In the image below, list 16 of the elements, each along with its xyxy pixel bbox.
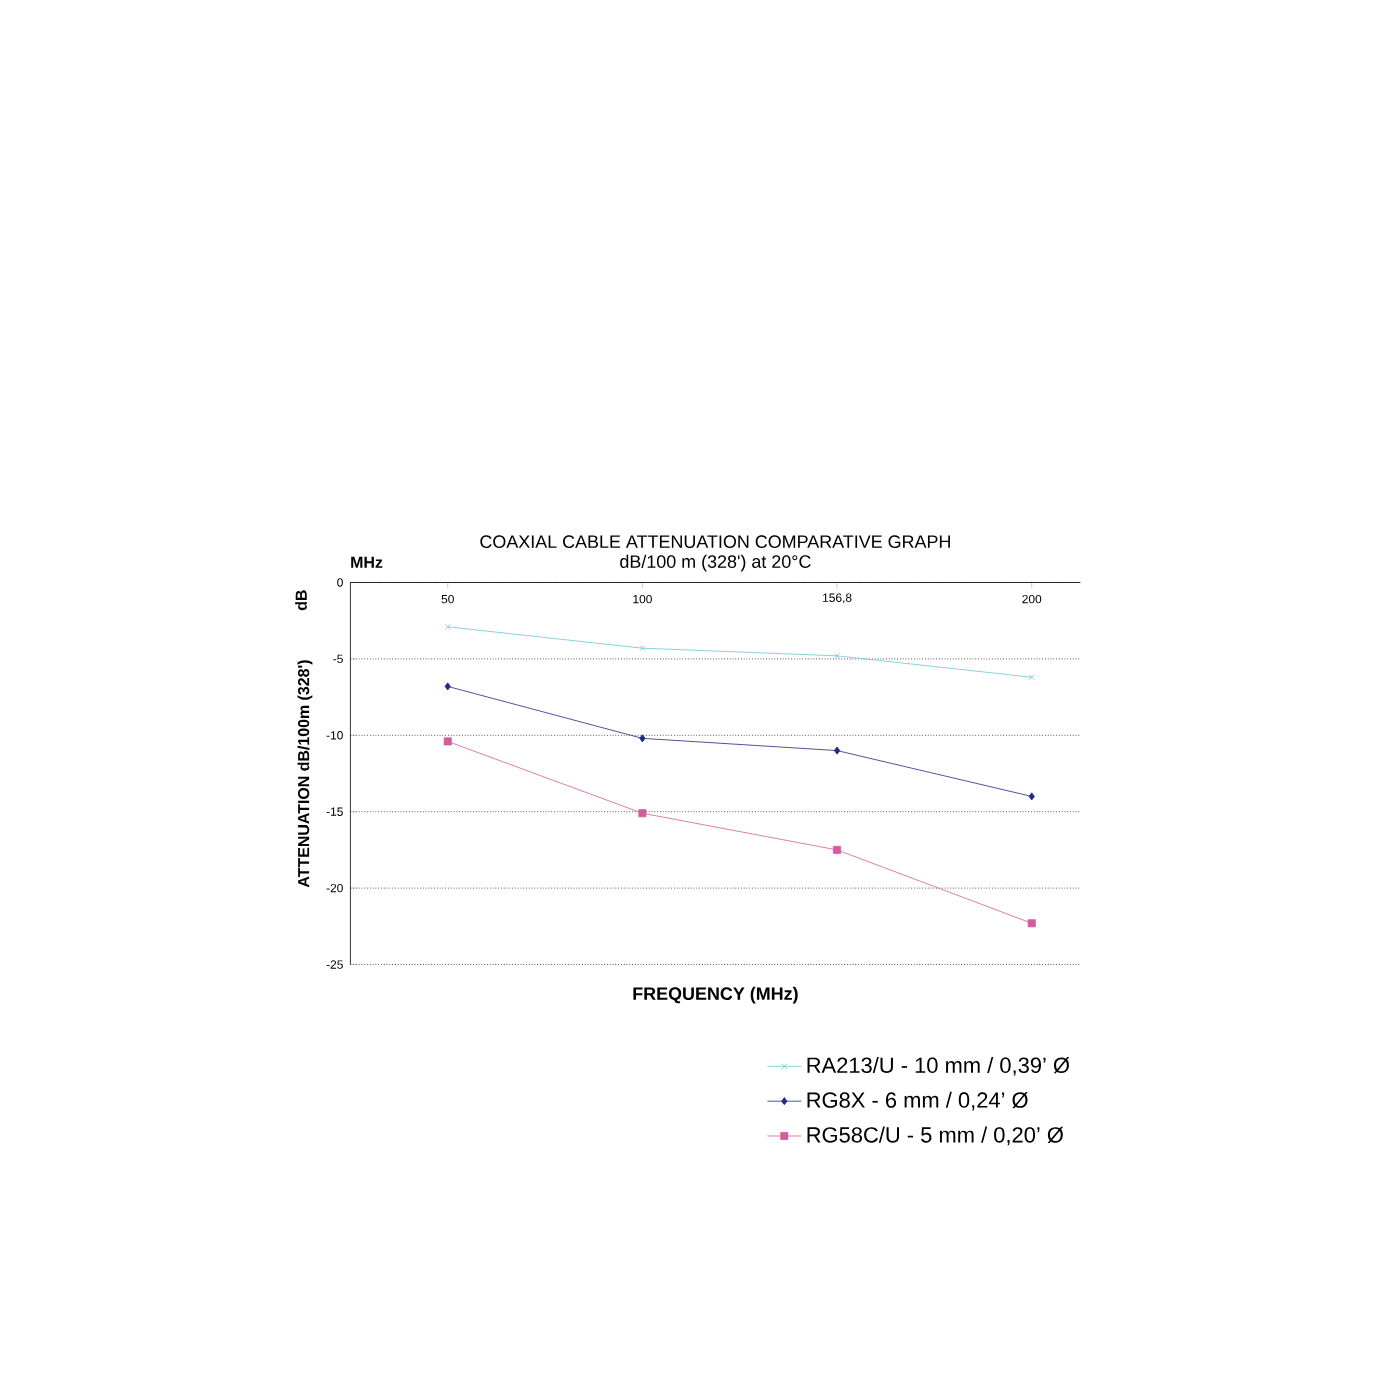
legend-label: RA213/U - 10 mm / 0,39’ Ø: [807, 1056, 1070, 1076]
chart-title: COAXIAL CABLE ATTENUATION COMPARATIVE GRAPH: [480, 535, 950, 549]
chart-subtitle: dB/100 m (328') at 20°C: [620, 554, 811, 572]
x-axis-title: FREQUENCY (MHz): [633, 986, 798, 1004]
point: [833, 845, 842, 854]
legend-label: RG8X - 6 mm / 0,24’ Ø: [807, 1091, 1028, 1111]
point: [443, 737, 452, 746]
point: [1027, 919, 1036, 928]
point: [639, 734, 646, 743]
point: [833, 746, 841, 755]
point: [638, 809, 647, 818]
point: [639, 645, 646, 652]
legend-label: RG58C/U - 5 mm / 0,20’ Ø: [807, 1126, 1064, 1146]
point: [834, 652, 841, 659]
point: [1028, 792, 1035, 801]
point: [444, 682, 451, 691]
